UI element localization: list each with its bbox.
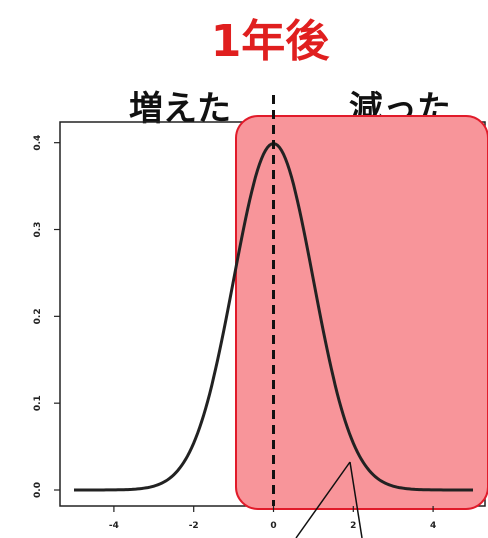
y-tick-label: 0.4 [33, 135, 43, 151]
y-tick-label: 0.1 [33, 395, 43, 411]
y-tick-label: 0.3 [33, 222, 43, 238]
x-tick-label: 0 [270, 521, 276, 531]
x-tick-label: 2 [350, 521, 356, 531]
callout-line-right [349, 461, 363, 538]
x-tick-label: 4 [430, 521, 436, 531]
x-tick-label: -4 [109, 521, 119, 531]
callout-line-left [295, 461, 351, 538]
x-tick-label: -2 [189, 521, 199, 531]
increased-label: 増えた [129, 89, 231, 129]
y-axis-ticks: 0.0 0.1 0.2 0.3 0.4 [33, 135, 60, 498]
x-axis-ticks: -4 -2 0 2 4 [109, 506, 436, 531]
y-tick-label: 0.2 [33, 308, 43, 324]
y-tick-label: 0.0 [33, 482, 43, 498]
chart-title: 1年後 [211, 16, 331, 67]
